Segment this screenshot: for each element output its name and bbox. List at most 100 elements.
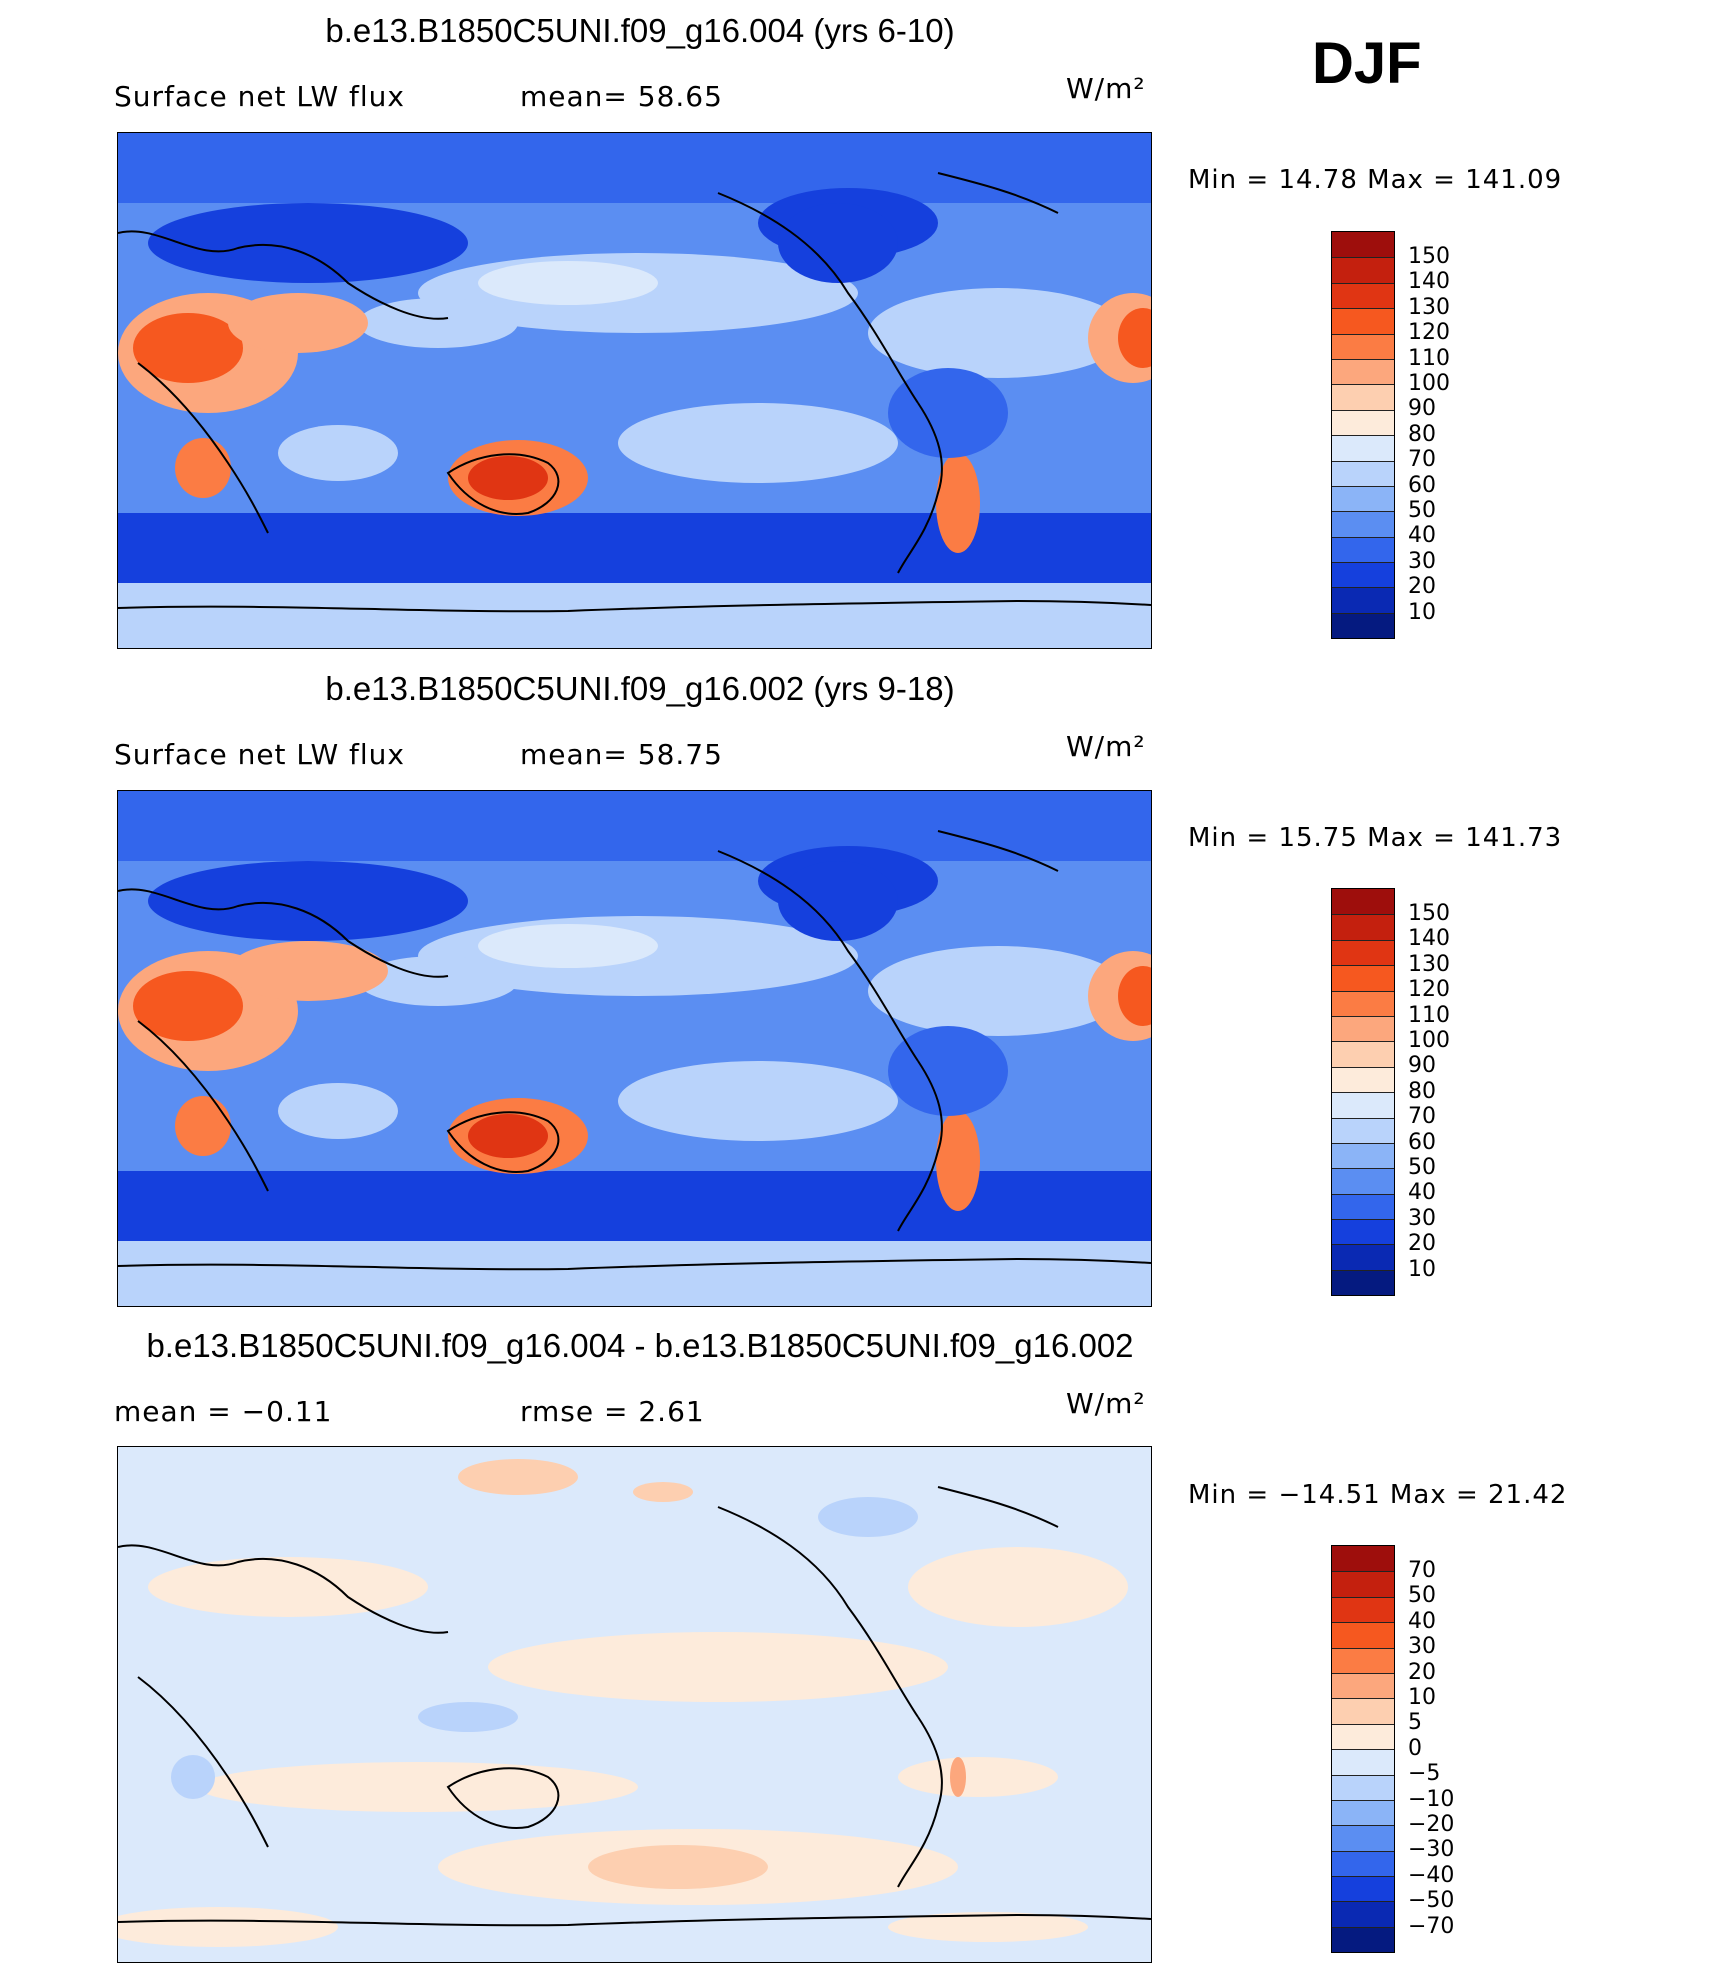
colorbar-swatch (1332, 990, 1394, 1016)
panel-1-minmax: Min = 14.78 Max = 141.09 (1188, 165, 1563, 195)
panel-3-map (117, 1446, 1152, 1963)
panel-1-colorbar-labels: 150 140 130 120 110 100 90 80 70 60 50 40 30 20 10 (1408, 244, 1450, 625)
colorbar-tick-label: 50 (1408, 1583, 1436, 1609)
panel-2-minmax: Min = 15.75 Max = 141.73 (1188, 823, 1563, 853)
colorbar-tick-label: 20 (1408, 1659, 1436, 1685)
colorbar-swatch (1332, 1774, 1394, 1800)
panel-1-colorbar (1331, 231, 1395, 640)
colorbar-swatch (1332, 1142, 1394, 1169)
panel-3-rmse-label: rmse = 2.61 (520, 1395, 705, 1428)
colorbar-tick-label: 70 (1408, 1558, 1436, 1583)
colorbar-tick-label: 40 (1408, 523, 1436, 549)
colorbar-swatch (1332, 1092, 1394, 1118)
colorbar-tick-label: 60 (1408, 472, 1436, 498)
colorbar-swatch (1332, 460, 1394, 486)
colorbar-swatch (1332, 1647, 1394, 1673)
colorbar-swatch (1332, 1876, 1394, 1902)
panel-3-title: b.e13.B1850C5UNI.f09_g16.004 - b.e13.B18… (146, 1327, 1134, 1364)
colorbar-tick-label: 5 (1408, 1710, 1422, 1736)
colorbar-tick-label: 100 (1408, 1028, 1450, 1054)
colorbar-swatch (1332, 1244, 1394, 1270)
colorbar-swatch (1332, 1066, 1394, 1093)
colorbar-tick-label: 40 (1408, 1180, 1436, 1206)
panel-1-title: b.e13.B1850C5UNI.f09_g16.004 (yrs 6-10) (325, 12, 955, 49)
colorbar-swatch (1332, 1219, 1394, 1245)
colorbar-swatch (1332, 282, 1394, 309)
colorbar-tick-label: 70 (1408, 1104, 1436, 1130)
colorbar-swatch (1332, 1850, 1394, 1877)
colorbar-swatch (1332, 1117, 1394, 1143)
colorbar-swatch (1332, 1546, 1394, 1572)
colorbar-tick-label: 140 (1408, 269, 1450, 295)
colorbar-swatch (1332, 1749, 1394, 1775)
colorbar-swatch (1332, 939, 1394, 966)
panel-2-map (117, 790, 1152, 1307)
colorbar-tick-label: 80 (1408, 1078, 1436, 1104)
colorbar-tick-label: 60 (1408, 1129, 1436, 1155)
colorbar-tick-label: 110 (1408, 1002, 1450, 1028)
colorbar-swatch (1332, 1041, 1394, 1067)
colorbar-tick-label: 120 (1408, 977, 1450, 1003)
colorbar-tick-label: 20 (1408, 1231, 1436, 1257)
colorbar-swatch (1332, 1596, 1394, 1623)
panel-2-colorbar (1331, 888, 1395, 1297)
panel-1-units: W/m² (1066, 72, 1146, 105)
colorbar-tick-label: 130 (1408, 951, 1450, 977)
colorbar-swatch (1332, 587, 1394, 613)
colorbar-swatch (1332, 536, 1394, 563)
panel-2-mean-label: mean= 58.75 (520, 738, 723, 771)
colorbar-tick-label: 150 (1408, 901, 1450, 926)
colorbar-tick-label: 0 (1408, 1735, 1422, 1761)
colorbar-tick-label: −20 (1408, 1812, 1455, 1838)
colorbar-tick-label: −40 (1408, 1862, 1455, 1888)
colorbar-swatch (1332, 1015, 1394, 1042)
panel-3-minmax: Min = −14.51 Max = 21.42 (1188, 1480, 1568, 1510)
colorbar-tick-label: 80 (1408, 421, 1436, 447)
panel-1-map (117, 132, 1152, 649)
colorbar-swatch (1332, 485, 1394, 512)
colorbar-swatch (1332, 914, 1394, 940)
colorbar-swatch (1332, 384, 1394, 410)
colorbar-swatch (1332, 409, 1394, 436)
colorbar-tick-label: −70 (1408, 1913, 1455, 1939)
season-label: DJF (1312, 31, 1422, 96)
colorbar-tick-label: 120 (1408, 320, 1450, 346)
colorbar-tick-label: 70 (1408, 447, 1436, 473)
panel-3-mean-label: mean = −0.11 (114, 1395, 333, 1428)
colorbar-swatch (1332, 1723, 1394, 1750)
colorbar-swatch (1332, 1571, 1394, 1597)
colorbar-swatch (1332, 435, 1394, 461)
colorbar-tick-label: 90 (1408, 1053, 1436, 1079)
colorbar-swatch (1332, 889, 1394, 915)
colorbar-tick-label: 10 (1408, 599, 1436, 625)
panel-2-title: b.e13.B1850C5UNI.f09_g16.002 (yrs 9-18) (325, 670, 955, 707)
panel-3-units: W/m² (1066, 1387, 1146, 1420)
colorbar-tick-label: 10 (1408, 1685, 1436, 1711)
panel-3-map-field (118, 1447, 1151, 1962)
colorbar-swatch (1332, 308, 1394, 334)
colorbar-swatch (1332, 965, 1394, 991)
colorbar-swatch (1332, 358, 1394, 385)
colorbar-swatch (1332, 1825, 1394, 1851)
panel-1-variable-label: Surface net LW flux (114, 80, 405, 113)
colorbar-swatch (1332, 1269, 1394, 1296)
panel-2-map-field (118, 791, 1151, 1306)
colorbar-swatch (1332, 333, 1394, 359)
colorbar-swatch (1332, 1168, 1394, 1194)
colorbar-tick-label: 40 (1408, 1608, 1436, 1634)
colorbar-tick-label: −30 (1408, 1837, 1455, 1863)
colorbar-tick-label: 110 (1408, 345, 1450, 371)
colorbar-swatch (1332, 612, 1394, 639)
colorbar-tick-label: 10 (1408, 1256, 1436, 1282)
colorbar-swatch (1332, 1672, 1394, 1699)
colorbar-tick-label: 30 (1408, 548, 1436, 574)
colorbar-swatch (1332, 1799, 1394, 1826)
colorbar-swatch (1332, 257, 1394, 283)
colorbar-tick-label: 20 (1408, 574, 1436, 600)
colorbar-swatch (1332, 511, 1394, 537)
colorbar-swatch (1332, 1901, 1394, 1927)
panel-1-map-field (118, 133, 1151, 648)
colorbar-swatch (1332, 232, 1394, 258)
colorbar-tick-label: 30 (1408, 1205, 1436, 1231)
colorbar-swatch (1332, 1193, 1394, 1220)
